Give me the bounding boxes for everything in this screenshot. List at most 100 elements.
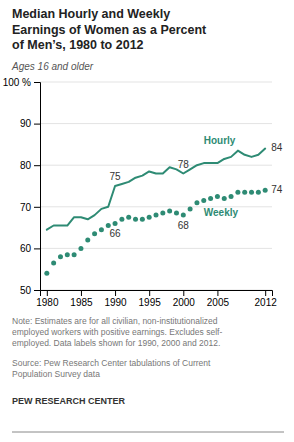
y-axis: 50 60 70 80 90 100 % <box>3 77 41 296</box>
tick: 2000 <box>173 290 196 308</box>
point <box>92 231 97 236</box>
point <box>65 252 70 257</box>
title: Median Hourly and Weekly Earnings of Wome… <box>12 7 207 52</box>
tick: 1995 <box>139 290 162 308</box>
note-line: employed workers with positive earnings.… <box>12 327 222 337</box>
point <box>126 215 131 220</box>
tick-label: 50 <box>20 285 32 296</box>
point <box>78 246 83 251</box>
point <box>51 260 56 265</box>
tick-mark <box>34 248 40 249</box>
grid-line <box>40 248 272 249</box>
point <box>201 198 206 203</box>
tick-mark <box>34 124 40 125</box>
tick: 2005 <box>207 290 230 308</box>
tick-mark <box>47 290 48 296</box>
series-label: Hourly <box>204 135 236 146</box>
point <box>235 190 240 195</box>
series-label: Weekly <box>204 207 239 218</box>
point <box>229 194 234 199</box>
title-line: Earnings of Women as a Percent <box>12 23 207 37</box>
tick-label: 60 <box>20 243 32 254</box>
tick: 1980 <box>36 290 59 308</box>
point <box>188 206 193 211</box>
point <box>147 215 152 220</box>
grid-line <box>40 123 272 124</box>
data-label: 84 <box>271 142 283 153</box>
point <box>242 190 247 195</box>
separator <box>12 432 284 433</box>
point <box>106 223 111 228</box>
data-label: 74 <box>271 184 283 195</box>
tick: 50 <box>20 285 40 296</box>
source-line: Source: Pew Research Center tabulations … <box>12 358 211 368</box>
note-line: Note: Estimates are for all civilian, no… <box>12 316 218 326</box>
grid-line <box>40 165 272 166</box>
tick-label: 1995 <box>139 297 162 308</box>
tick-label: 1985 <box>70 297 93 308</box>
point <box>72 252 77 257</box>
point <box>194 200 199 205</box>
tick-label: 1990 <box>104 297 127 308</box>
point <box>215 194 220 199</box>
credit: PEW RESEARCH CENTER <box>12 396 126 406</box>
title-line: Median Hourly and Weekly <box>12 7 170 21</box>
tick-mark <box>34 207 40 208</box>
point <box>99 227 104 232</box>
tick-mark <box>265 290 266 296</box>
plot-area <box>44 149 267 276</box>
point <box>256 190 261 195</box>
point <box>44 271 49 276</box>
tick-mark <box>115 290 116 296</box>
tick-label: 2005 <box>207 297 230 308</box>
tick-mark <box>34 165 40 166</box>
tick-label: 2000 <box>173 297 196 308</box>
axis-line <box>34 83 41 291</box>
point <box>58 254 63 259</box>
point <box>263 188 268 193</box>
chart: Median Hourly and Weekly Earnings of Wome… <box>0 0 294 442</box>
data-label: 75 <box>109 171 121 182</box>
tick-mark <box>34 290 40 291</box>
tick-mark <box>81 290 82 296</box>
tick-label: 90 <box>20 118 32 129</box>
line <box>47 149 265 230</box>
point <box>181 213 186 218</box>
tick-label: 100 % <box>3 77 31 88</box>
data-label: 68 <box>178 220 190 231</box>
tick: 90 <box>20 118 40 129</box>
tick-mark <box>183 290 184 296</box>
tick-mark <box>34 82 40 83</box>
point <box>85 238 90 243</box>
tick: 1990 <box>104 290 127 308</box>
tick-label: 70 <box>20 202 32 213</box>
tick: 70 <box>20 202 40 213</box>
tick-label: 1980 <box>36 297 59 308</box>
point <box>249 190 254 195</box>
title-line: of Men’s, 1980 to 2012 <box>12 38 144 52</box>
credit-line: PEW RESEARCH CENTER <box>12 396 126 406</box>
point <box>208 196 213 201</box>
point <box>113 221 118 226</box>
point <box>174 211 179 216</box>
subtitle-line: Ages 16 and older <box>11 61 94 72</box>
point <box>133 217 138 222</box>
data-label: 66 <box>109 228 121 239</box>
point <box>167 208 172 213</box>
tick-label: 80 <box>20 160 32 171</box>
note-line: employed. Data labels shown for 1990, 20… <box>12 338 220 348</box>
tick-label: 2012 <box>255 297 278 308</box>
x-axis: 1980 1985 1990 1995 2000 2005 2012 <box>36 290 277 308</box>
subtitle: Ages 16 and older <box>11 61 94 72</box>
axis-line <box>41 291 273 297</box>
tick: 80 <box>20 160 40 171</box>
tick: 60 <box>20 243 40 254</box>
point <box>119 217 124 222</box>
tick: 2012 <box>255 290 278 308</box>
tick-mark <box>217 290 218 296</box>
tick-mark <box>149 290 150 296</box>
data-label: 78 <box>178 159 190 170</box>
tick: 1985 <box>70 290 93 308</box>
grid-line <box>40 82 272 83</box>
point <box>140 217 145 222</box>
